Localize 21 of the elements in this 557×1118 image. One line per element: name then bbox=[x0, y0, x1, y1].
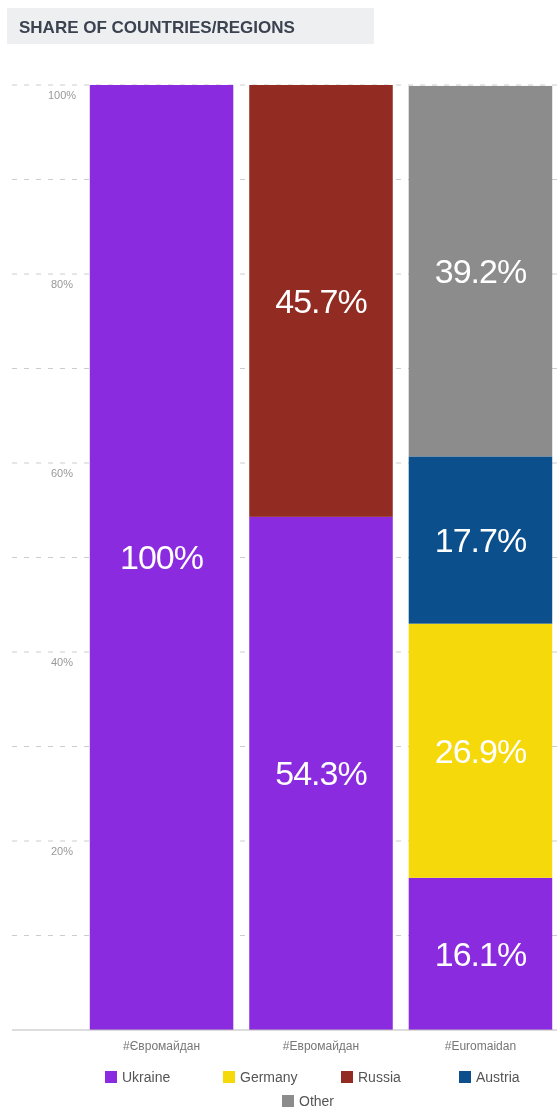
data-label: 100% bbox=[120, 538, 204, 577]
data-label: 45.7% bbox=[275, 281, 368, 320]
y-tick-label: 20% bbox=[50, 845, 74, 857]
y-tick-label: 60% bbox=[50, 467, 74, 479]
data-label: 16.1% bbox=[434, 934, 527, 973]
legend-label: Germany bbox=[240, 1069, 298, 1085]
legend-label: Russia bbox=[358, 1069, 402, 1085]
data-label: 17.7% bbox=[434, 520, 527, 559]
chart-title: SHARE OF COUNTRIES/REGIONS bbox=[19, 18, 295, 37]
data-label: 39.2% bbox=[434, 252, 527, 291]
legend-label: Austria bbox=[476, 1069, 520, 1085]
data-label: 26.9% bbox=[434, 731, 527, 770]
data-label: 54.3% bbox=[275, 754, 368, 793]
y-tick-label: 40% bbox=[50, 656, 74, 668]
y-tick-label: 80% bbox=[50, 278, 74, 290]
x-tick-label: #Евромайдан bbox=[282, 1039, 360, 1053]
legend-label: Other bbox=[299, 1093, 335, 1109]
legend-label: Ukraine bbox=[122, 1069, 171, 1085]
x-tick-label: #Euromaidan bbox=[444, 1039, 517, 1053]
y-tick-label: 100% bbox=[47, 89, 77, 101]
x-tick-label: #Євромайдан bbox=[123, 1039, 201, 1053]
